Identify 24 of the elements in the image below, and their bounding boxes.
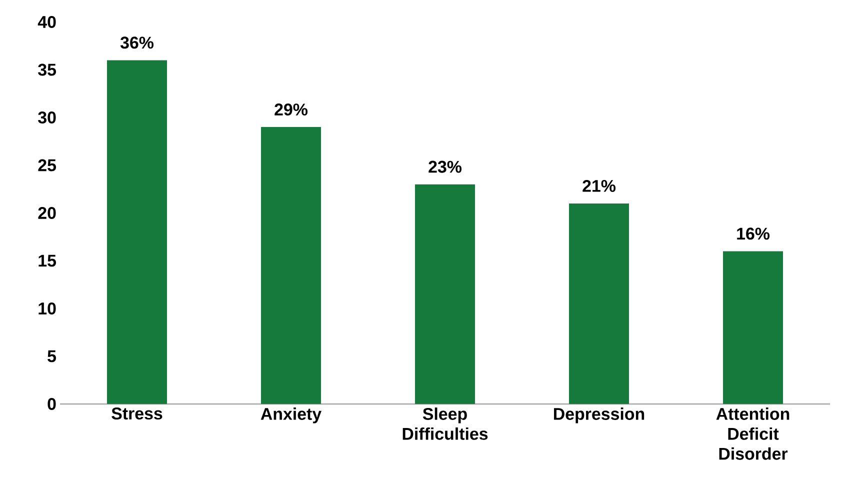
data-label: 21% — [582, 180, 616, 192]
bar — [261, 127, 322, 404]
data-label: 36% — [120, 36, 154, 49]
y-tick-label: 35 — [38, 64, 56, 76]
bar — [107, 60, 167, 404]
bar — [723, 251, 784, 404]
bar — [415, 184, 476, 404]
bar — [569, 203, 630, 404]
y-tick-label: 5 — [48, 350, 56, 362]
x-tick-label: Stress — [112, 408, 162, 420]
y-tick-label: 40 — [38, 16, 56, 28]
x-tick-label: Depression — [554, 408, 644, 424]
y-tick-label: 10 — [38, 302, 56, 314]
y-tick-label: 15 — [38, 254, 56, 267]
x-tick-label: Anxiety — [260, 408, 322, 424]
y-tick-label: 20 — [38, 207, 56, 219]
data-label: 16% — [737, 228, 770, 240]
y-tick-label: 0 — [48, 398, 56, 410]
y-tick-label: 30 — [38, 111, 56, 124]
x-tick-label: Sleep Difficulties — [402, 408, 488, 440]
x-tick-label: Attention Deficit Disorder — [716, 408, 790, 460]
y-tick-label: 25 — [38, 159, 56, 172]
data-label: 23% — [428, 160, 462, 173]
data-label: 29% — [274, 104, 308, 116]
